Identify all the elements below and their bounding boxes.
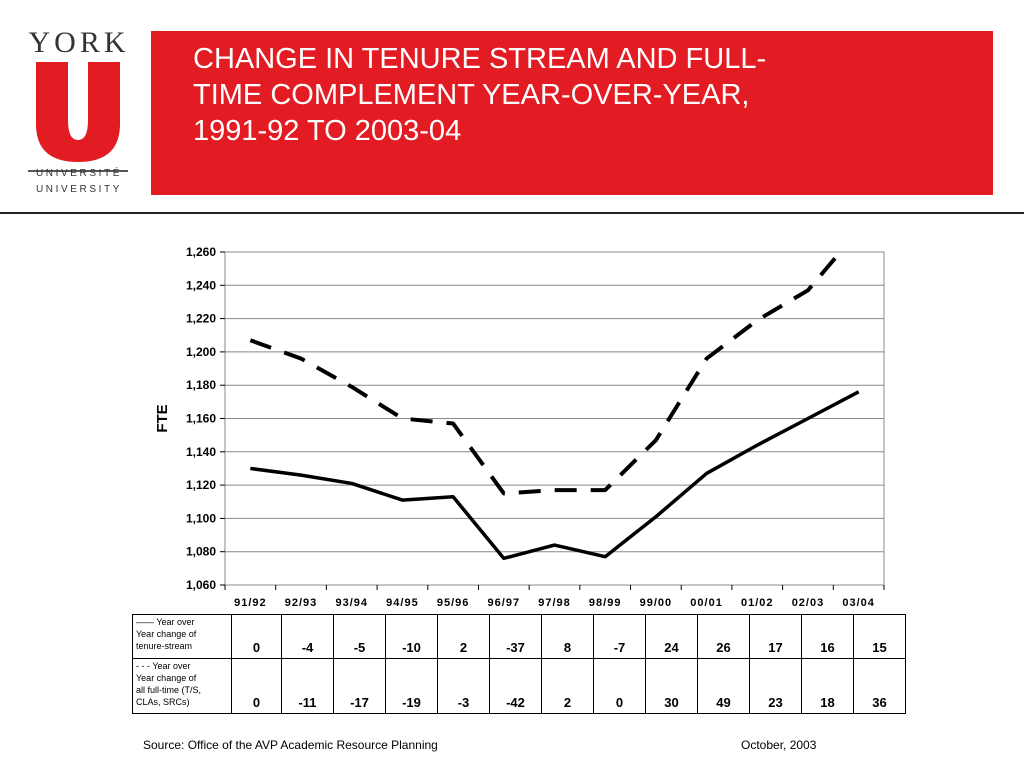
title-line-1: CHANGE IN TENURE STREAM AND FULL- (193, 43, 767, 75)
table-cell: -37 (489, 614, 542, 659)
table-row-tenure-stream: —— Year over Year change of tenure-strea… (132, 614, 906, 659)
table-cell: -4 (281, 614, 334, 659)
y-axis-label: FTE (154, 404, 171, 432)
x-tick-label: 00/01 (690, 597, 723, 609)
table-cell: -19 (385, 658, 438, 714)
title-line-2: TIME COMPLEMENT YEAR-OVER-YEAR, (193, 79, 750, 111)
row-label-tenure-stream: —— Year over Year change of tenure-strea… (132, 614, 232, 659)
y-tick-label: 1,120 (186, 478, 216, 492)
x-tick-label: 92/93 (285, 597, 318, 609)
x-tick-label: 96/97 (488, 597, 521, 609)
x-tick-label: 97/98 (538, 597, 571, 609)
y-tick-label: 1,200 (186, 345, 216, 359)
table-cell: -11 (281, 658, 334, 714)
label-line: Year change of (136, 629, 197, 639)
header-divider (0, 212, 1024, 214)
y-tick-label: 1,080 (186, 545, 216, 559)
table-cell: -10 (385, 614, 438, 659)
table-cell: 17 (749, 614, 802, 659)
y-tick-label: 1,060 (186, 578, 216, 592)
table-cell: 36 (853, 658, 906, 714)
label-line: Year change of (136, 673, 197, 683)
table-cell: -7 (593, 614, 646, 659)
y-tick-label: 1,100 (186, 511, 216, 525)
x-tick-label: 91/92 (234, 597, 267, 609)
table-cell: 18 (801, 658, 854, 714)
y-tick-label: 1,160 (186, 412, 216, 426)
table-cell: 49 (697, 658, 750, 714)
x-tick-label: 03/04 (842, 597, 875, 609)
logo-text-university: UNIVERSITY (35, 184, 122, 195)
table-cell: 8 (541, 614, 594, 659)
row-label-all-full-time: - - - Year over Year change of all full-… (132, 658, 232, 714)
table-cell: -5 (333, 614, 386, 659)
table-cell: -17 (333, 658, 386, 714)
y-tick-label: 1,260 (186, 245, 216, 259)
logo-wordmark: YORK (28, 26, 130, 59)
table-row-all-full-time: - - - Year over Year change of all full-… (132, 658, 906, 714)
logo-u-mark (28, 62, 128, 172)
y-tick-label: 1,220 (186, 312, 216, 326)
y-tick-label: 1,140 (186, 445, 216, 459)
year-over-year-table: —— Year over Year change of tenure-strea… (132, 614, 906, 714)
logo-text-universite: UNIVERSITÉ (35, 168, 122, 179)
table-cell: 30 (645, 658, 698, 714)
table-cell: 2 (437, 614, 490, 659)
page-title: CHANGE IN TENURE STREAM AND FULL- TIME C… (193, 41, 973, 149)
label-line: - - - Year over (136, 661, 191, 671)
x-tick-label: 99/00 (640, 597, 673, 609)
title-banner: CHANGE IN TENURE STREAM AND FULL- TIME C… (151, 31, 993, 195)
x-tick-label: 95/96 (437, 597, 470, 609)
table-cell: 2 (541, 658, 594, 714)
label-line: —— Year over (136, 617, 195, 627)
table-cell: 23 (749, 658, 802, 714)
x-tick-label: 94/95 (386, 597, 419, 609)
title-line-3: 1991-92 TO 2003-04 (193, 115, 462, 147)
date-note: October, 2003 (741, 738, 817, 752)
york-logo: YORK UNIVERSITÉ UNIVERSITY (22, 26, 136, 206)
label-line: all full-time (T/S, (136, 685, 202, 695)
table-cell: 0 (231, 614, 282, 659)
label-line: CLAs, SRCs) (136, 697, 190, 707)
table-cell: 26 (697, 614, 750, 659)
table-cell: 15 (853, 614, 906, 659)
y-tick-label: 1,240 (186, 278, 216, 292)
y-tick-label: 1,180 (186, 378, 216, 392)
table-cell: 0 (231, 658, 282, 714)
table-cell: 0 (593, 658, 646, 714)
source-note: Source: Office of the AVP Academic Resou… (143, 738, 438, 752)
x-tick-label: 93/94 (335, 597, 368, 609)
table-cell: 24 (645, 614, 698, 659)
x-tick-label: 01/02 (741, 597, 774, 609)
label-line: tenure-stream (136, 641, 193, 651)
x-tick-label: 98/99 (589, 597, 622, 609)
x-tick-label: 02/03 (792, 597, 825, 609)
table-cell: -42 (489, 658, 542, 714)
table-cell: -3 (437, 658, 490, 714)
table-cell: 16 (801, 614, 854, 659)
